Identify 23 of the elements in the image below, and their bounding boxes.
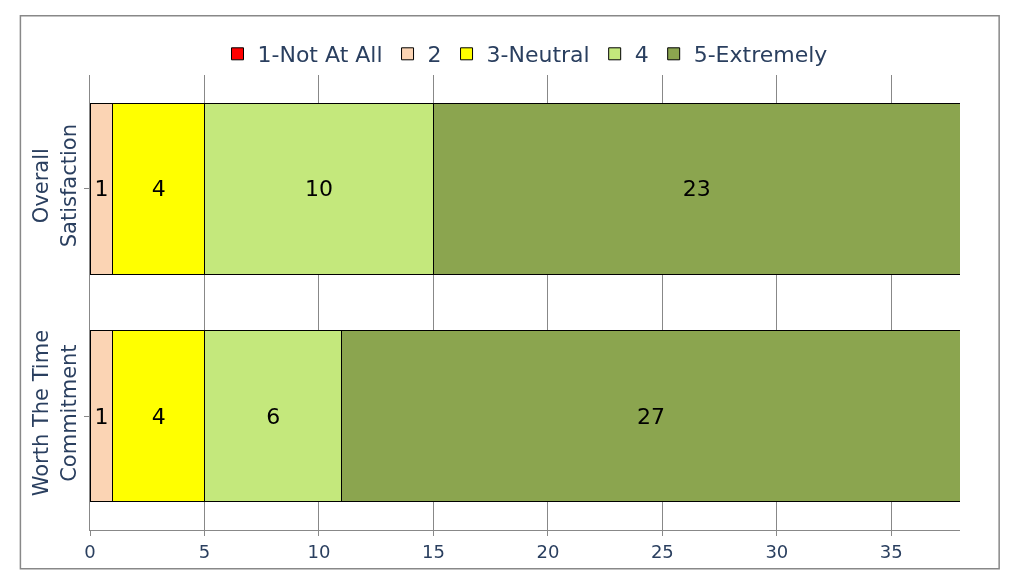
legend-label: 4 — [634, 42, 649, 68]
data-label: 1 — [94, 403, 109, 429]
legend-label: 1-Not At All — [257, 42, 383, 68]
data-label: 10 — [304, 176, 333, 202]
x-tick-label: 25 — [650, 540, 674, 562]
legend-label: 2 — [427, 42, 442, 68]
x-tick-label: 10 — [307, 540, 331, 562]
y-tick-label: Overall Satisfaction — [29, 123, 81, 248]
data-label: 23 — [682, 176, 711, 202]
data-label: 27 — [636, 403, 665, 429]
data-label: 4 — [151, 176, 166, 202]
legend-label: 5-Extremely — [693, 42, 828, 68]
x-tick-label: 35 — [879, 540, 903, 562]
data-label: 6 — [266, 403, 281, 429]
x-tick-label: 30 — [765, 540, 789, 562]
legend-label: 3-Neutral — [486, 42, 590, 68]
data-label: 1 — [94, 176, 109, 202]
y-tick-label: Worth The Time Commitment — [29, 329, 81, 497]
x-tick-label: 20 — [536, 540, 560, 562]
data-label: 4 — [151, 403, 166, 429]
x-tick-label: 5 — [198, 540, 211, 562]
x-tick-label: 15 — [421, 540, 445, 562]
x-tick-label: 0 — [84, 540, 96, 562]
